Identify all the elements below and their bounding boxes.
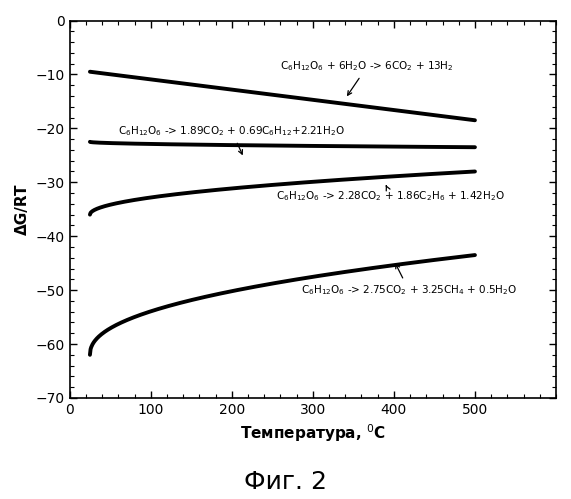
- Text: C$_6$H$_{12}$O$_6$ -> 2.75CO$_2$ + 3.25CH$_4$ + 0.5H$_2$O: C$_6$H$_{12}$O$_6$ -> 2.75CO$_2$ + 3.25C…: [301, 264, 517, 297]
- Y-axis label: ΔG/RT: ΔG/RT: [15, 184, 30, 235]
- Text: Фиг. 2: Фиг. 2: [244, 470, 327, 494]
- Text: C$_6$H$_{12}$O$_6$ -> 2.28CO$_2$ + 1.86C$_2$H$_6$ + 1.42H$_2$O: C$_6$H$_{12}$O$_6$ -> 2.28CO$_2$ + 1.86C…: [276, 186, 505, 203]
- Text: C$_6$H$_{12}$O$_6$ + 6H$_2$O -> 6CO$_2$ + 13H$_2$: C$_6$H$_{12}$O$_6$ + 6H$_2$O -> 6CO$_2$ …: [280, 59, 454, 95]
- Text: C$_6$H$_{12}$O$_6$ -> 1.89CO$_2$ + 0.69C$_6$H$_{12}$+2.21H$_2$O: C$_6$H$_{12}$O$_6$ -> 1.89CO$_2$ + 0.69C…: [118, 124, 345, 154]
- X-axis label: Температура, $^0$C: Температура, $^0$C: [240, 422, 386, 444]
